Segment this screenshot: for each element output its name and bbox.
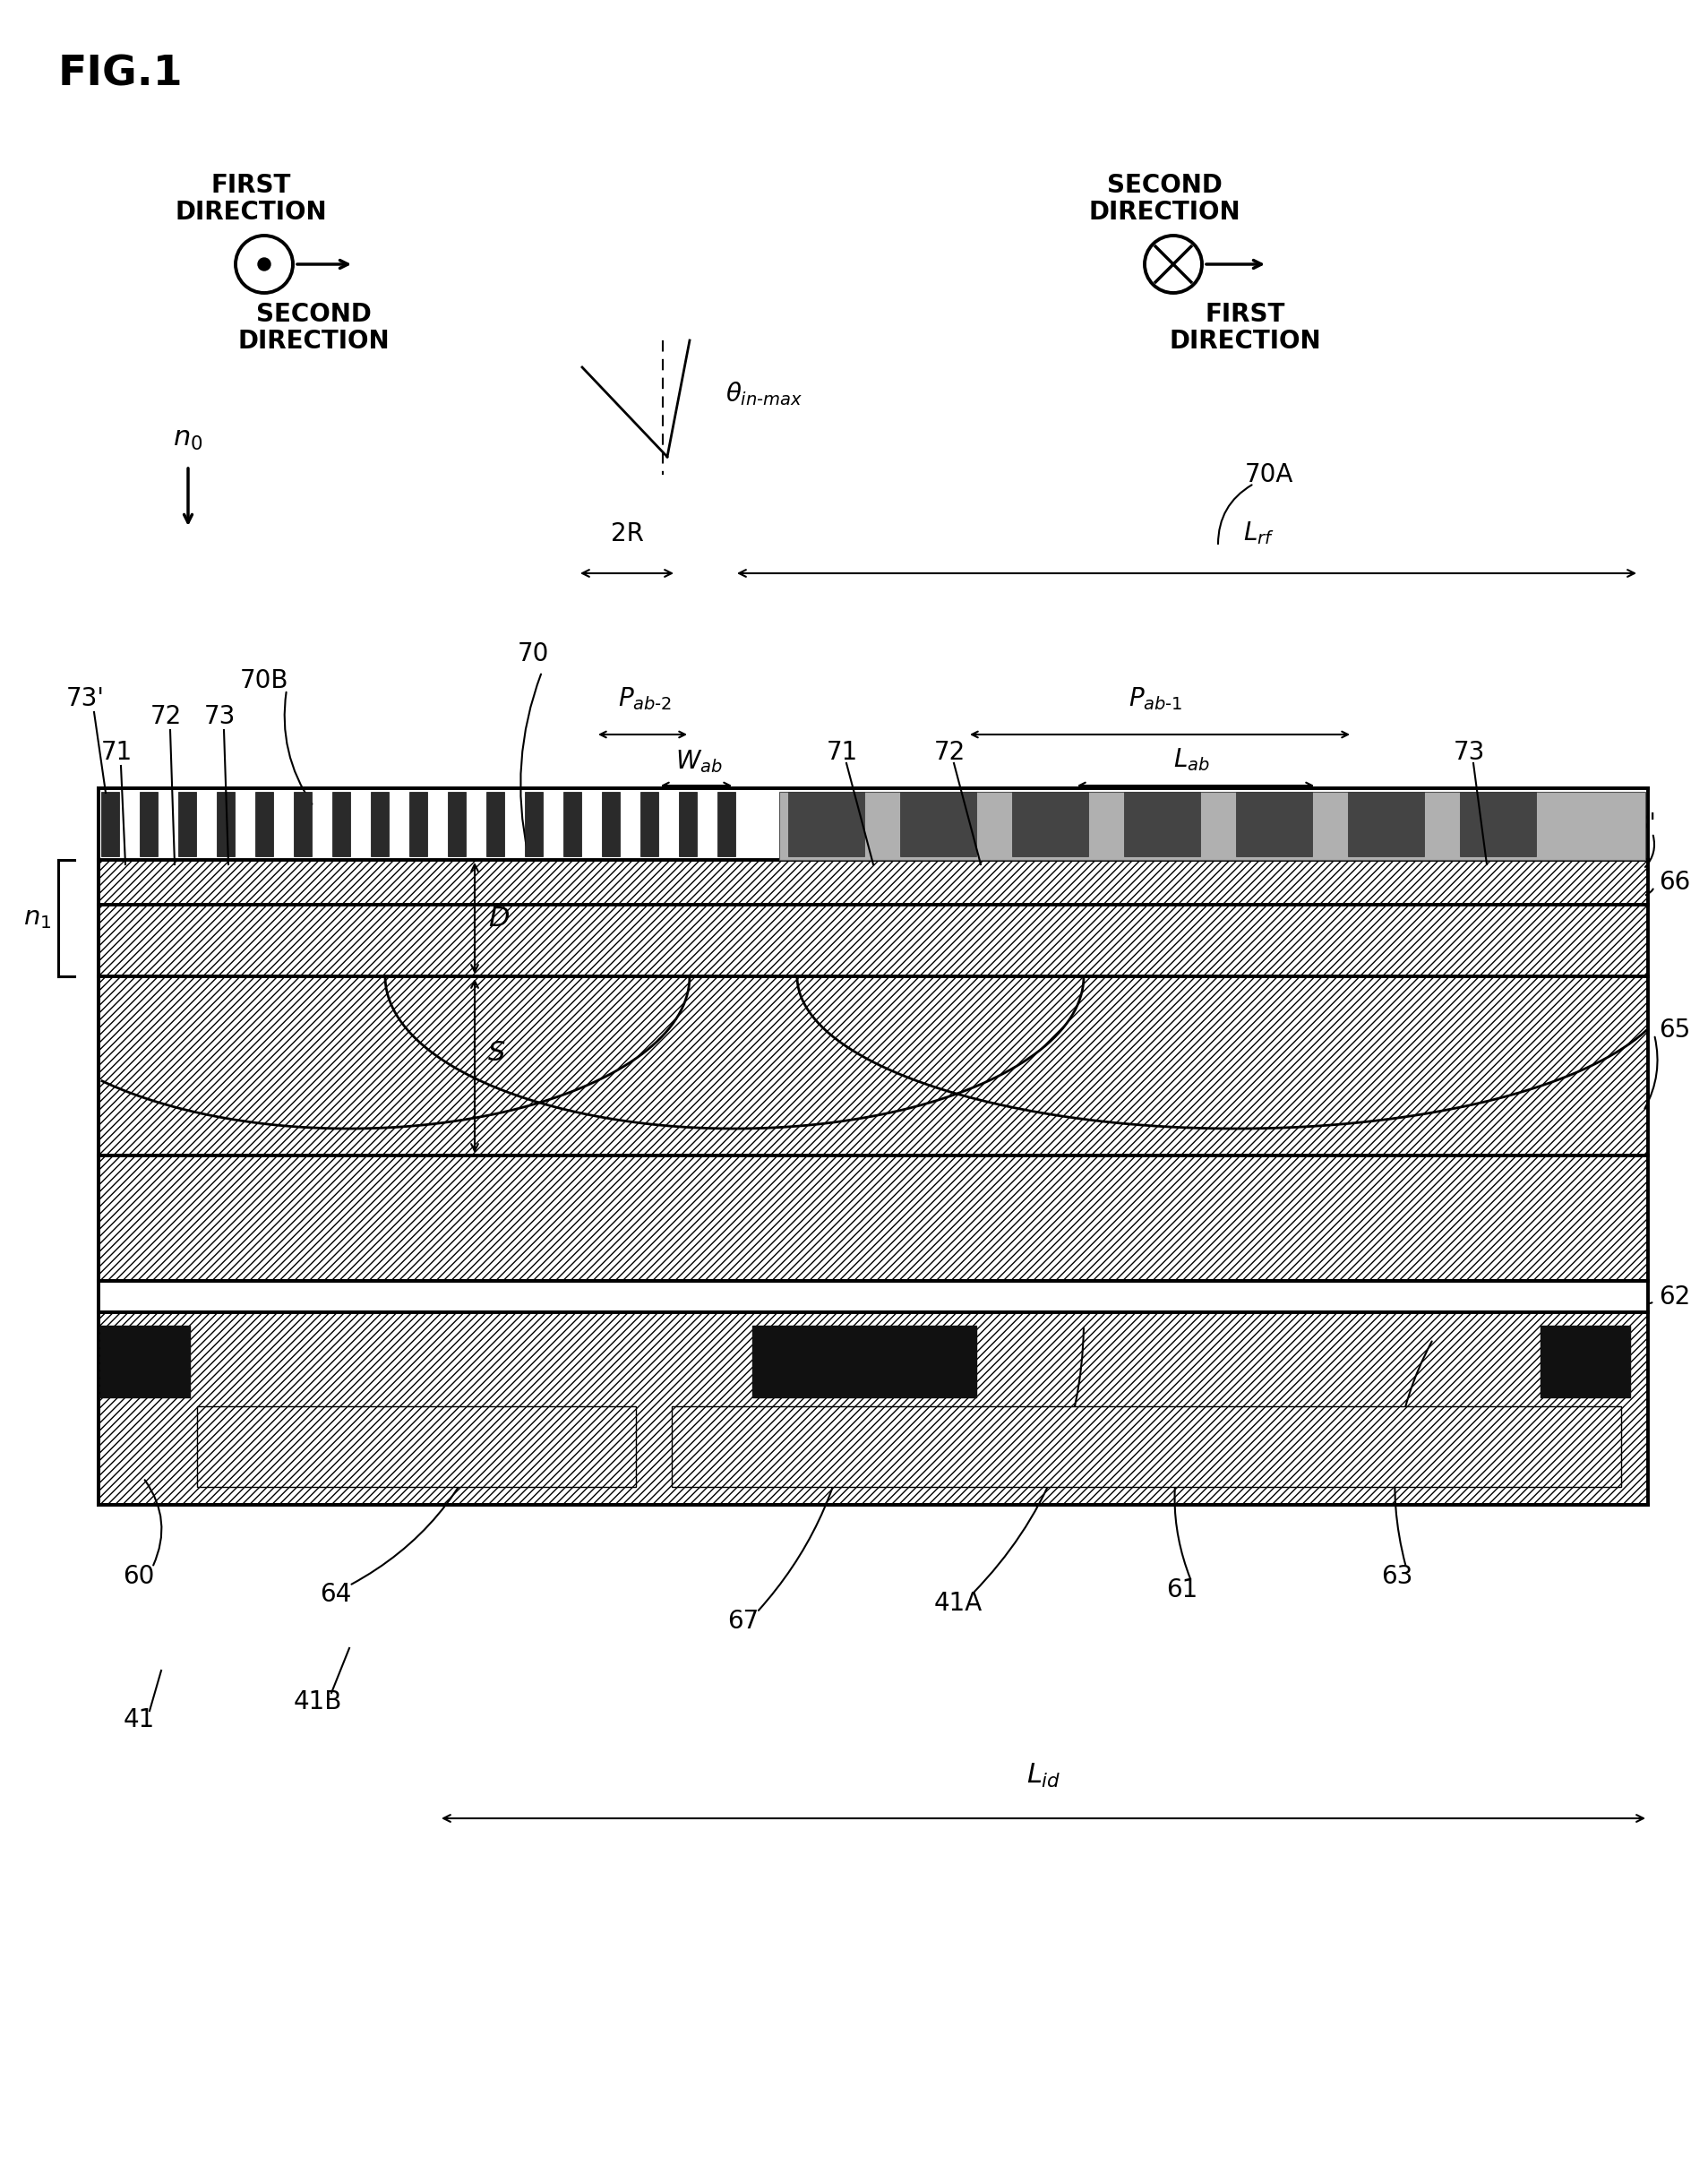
Bar <box>99 906 1648 1156</box>
Bar <box>487 792 504 855</box>
Bar <box>1013 792 1088 855</box>
Text: 71: 71 <box>101 740 132 766</box>
Bar <box>333 792 350 855</box>
Text: $n_1$: $n_1$ <box>22 906 51 932</box>
Text: FIRST
DIRECTION: FIRST DIRECTION <box>1168 301 1320 353</box>
Text: SECOND
DIRECTION: SECOND DIRECTION <box>237 301 389 353</box>
Bar <box>410 792 427 855</box>
Text: 65: 65 <box>1658 1017 1691 1043</box>
Bar <box>196 1405 635 1486</box>
Bar <box>524 792 543 855</box>
Text: 2R: 2R <box>610 521 644 546</box>
Bar <box>752 1327 977 1396</box>
Bar <box>678 792 697 855</box>
Bar <box>447 792 466 855</box>
Text: 67: 67 <box>728 1608 758 1634</box>
Bar <box>254 792 273 855</box>
Text: 70A: 70A <box>1245 463 1293 487</box>
Bar <box>371 792 389 855</box>
Bar <box>1237 792 1312 855</box>
Text: 41: 41 <box>123 1706 155 1733</box>
Text: FIG.1: FIG.1 <box>58 55 183 94</box>
Text: 71: 71 <box>827 740 857 766</box>
Bar <box>671 1405 1621 1486</box>
Text: 72: 72 <box>934 740 965 766</box>
Bar <box>1460 792 1535 855</box>
Text: $W_{ab}$: $W_{ab}$ <box>675 748 722 775</box>
Bar <box>601 792 620 855</box>
Bar <box>101 1327 190 1396</box>
Bar <box>1541 1327 1629 1396</box>
Bar <box>294 792 311 855</box>
Bar <box>99 860 1648 906</box>
Bar <box>217 792 234 855</box>
Bar <box>99 788 1648 1506</box>
Text: S: S <box>488 1039 506 1065</box>
Text: $n_0$: $n_0$ <box>173 425 203 452</box>
Text: 63: 63 <box>1382 1564 1413 1588</box>
Text: 73': 73' <box>1619 812 1657 836</box>
Text: $P_{ab\text{-}1}$: $P_{ab\text{-}1}$ <box>1129 685 1182 711</box>
Text: 73: 73 <box>1454 740 1484 766</box>
Text: $\theta_{in\text{-}max}$: $\theta_{in\text{-}max}$ <box>726 380 803 408</box>
Text: 70B: 70B <box>239 668 289 694</box>
Bar <box>1348 792 1424 855</box>
Text: 62: 62 <box>1658 1285 1691 1309</box>
Text: 72: 72 <box>150 705 181 729</box>
Bar <box>900 792 977 855</box>
Text: $P_{ab\text{-}2}$: $P_{ab\text{-}2}$ <box>618 685 671 711</box>
Text: 60: 60 <box>123 1564 155 1588</box>
Bar <box>717 792 736 855</box>
Text: 66: 66 <box>1658 871 1691 895</box>
Text: 73: 73 <box>203 705 236 729</box>
Text: 64: 64 <box>319 1582 352 1606</box>
Bar <box>140 792 157 855</box>
Text: 41B: 41B <box>294 1689 342 1715</box>
Text: $L_{rf}$: $L_{rf}$ <box>1243 519 1274 546</box>
Bar <box>99 1311 1648 1506</box>
Bar <box>99 1156 1648 1281</box>
Bar <box>1124 792 1201 855</box>
Text: $L_{ab}$: $L_{ab}$ <box>1173 746 1209 772</box>
Circle shape <box>258 257 270 271</box>
Bar <box>787 792 864 855</box>
Bar <box>101 792 120 855</box>
Text: 41A: 41A <box>934 1591 982 1617</box>
Text: 61: 61 <box>1167 1578 1197 1602</box>
Text: 70: 70 <box>518 642 548 666</box>
Text: FIRST
DIRECTION: FIRST DIRECTION <box>174 172 326 225</box>
Text: D: D <box>488 906 509 932</box>
Text: $L_{id}$: $L_{id}$ <box>1027 1761 1061 1789</box>
Bar <box>779 792 1645 860</box>
Bar <box>564 792 581 855</box>
Text: SECOND
DIRECTION: SECOND DIRECTION <box>1088 172 1240 225</box>
Bar <box>178 792 196 855</box>
Bar <box>640 792 658 855</box>
Text: 73': 73' <box>67 685 104 711</box>
